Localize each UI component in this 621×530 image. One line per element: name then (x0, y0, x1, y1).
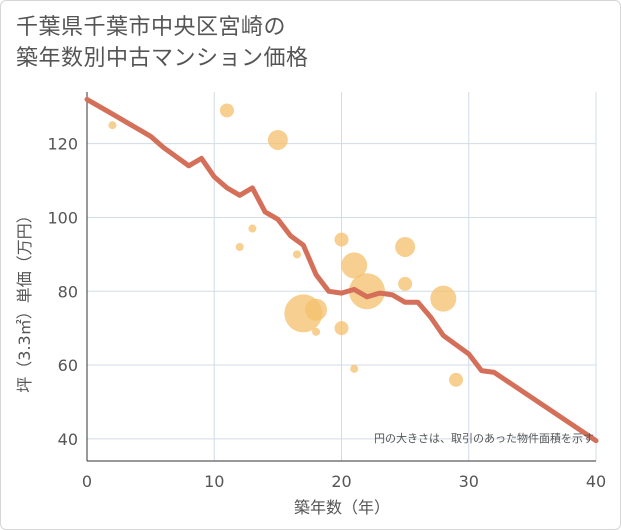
tick-labels: 0 10 20 30 40 40 60 80 100 120 (47, 135, 606, 491)
bubble-11 (341, 252, 368, 279)
bubble-12 (350, 364, 359, 373)
bubble-0 (108, 121, 117, 130)
chart-title-line-2: 築年数別中古マンション価格 (16, 46, 309, 71)
bubble-10 (334, 321, 349, 336)
bubble-13 (348, 273, 385, 310)
chart-title: 千葉県千葉市中央区宮崎の 築年数別中古マンション価格 (16, 12, 309, 74)
y-tick-label: 40 (58, 430, 78, 449)
bubble-14 (395, 236, 416, 257)
transaction-bubbles (108, 103, 464, 387)
bubble-8 (312, 327, 321, 336)
y-tick-label: 80 (58, 282, 78, 301)
x-tick-label: 40 (586, 472, 606, 491)
bubble-size-note: 円の大きさは、取引のあった物件面積を示す (374, 431, 594, 445)
y-tick-label: 60 (58, 356, 78, 375)
y-tick-label: 120 (47, 135, 78, 154)
grid (86, 92, 597, 462)
bubble-9 (334, 232, 349, 247)
bubble-17 (449, 372, 464, 387)
bubble-7 (305, 298, 328, 321)
x-tick-label: 30 (459, 472, 479, 491)
x-tick-label: 10 (204, 472, 224, 491)
bubble-4 (248, 224, 257, 233)
chart-title-line-1: 千葉県千葉市中央区宮崎の (16, 15, 287, 40)
x-tick-label: 0 (82, 472, 92, 491)
bubble-3 (235, 242, 244, 251)
y-tick-label: 100 (47, 208, 78, 227)
x-axis-title: 築年数（年） (294, 498, 390, 517)
bubble-16 (430, 285, 457, 312)
x-tick-label: 20 (331, 472, 351, 491)
trend-line (84, 96, 599, 444)
y-axis-title: 坪（3.3㎡）単価（万円） (15, 207, 34, 392)
bubble-5 (292, 250, 301, 259)
bubble-2 (267, 129, 288, 150)
bubble-1 (219, 103, 234, 118)
bubble-15 (398, 276, 413, 291)
